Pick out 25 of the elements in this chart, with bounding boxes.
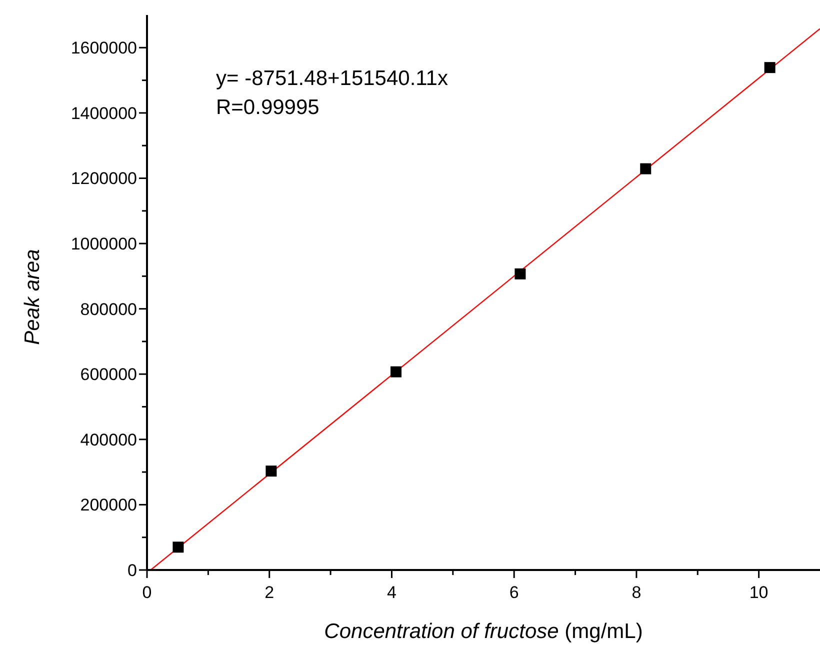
x-tick-label: 2 bbox=[264, 583, 274, 602]
y-tick-label: 1000000 bbox=[70, 234, 137, 254]
y-tick-label: 1200000 bbox=[70, 169, 137, 188]
x-tick-label: 0 bbox=[142, 583, 152, 602]
annotation: y= -8751.48+151540.11x bbox=[216, 66, 448, 92]
annotation: R=0.99995 bbox=[216, 95, 320, 121]
y-tick-label: 1600000 bbox=[70, 38, 137, 58]
y-axis-title: Peak area bbox=[21, 249, 45, 345]
point bbox=[764, 62, 776, 74]
x-axis-title: Concentration of fructose (mg/mL) bbox=[324, 620, 643, 643]
y-tick-label: 0 bbox=[128, 561, 137, 580]
point bbox=[390, 366, 402, 378]
y-tick-label: 600000 bbox=[80, 365, 137, 384]
y-tick-label: 200000 bbox=[80, 496, 137, 515]
point bbox=[172, 542, 184, 553]
y-tick-label: 1400000 bbox=[70, 104, 137, 123]
x-tick-label: 8 bbox=[632, 583, 642, 602]
x-tick-label: 4 bbox=[386, 583, 396, 602]
point bbox=[266, 466, 277, 477]
point bbox=[640, 163, 652, 174]
x-tick-label: 6 bbox=[509, 583, 519, 602]
x-tick-label: 10 bbox=[749, 583, 768, 602]
point bbox=[514, 268, 526, 280]
y-tick-label: 400000 bbox=[80, 430, 137, 450]
y-tick-label: 800000 bbox=[80, 300, 137, 319]
